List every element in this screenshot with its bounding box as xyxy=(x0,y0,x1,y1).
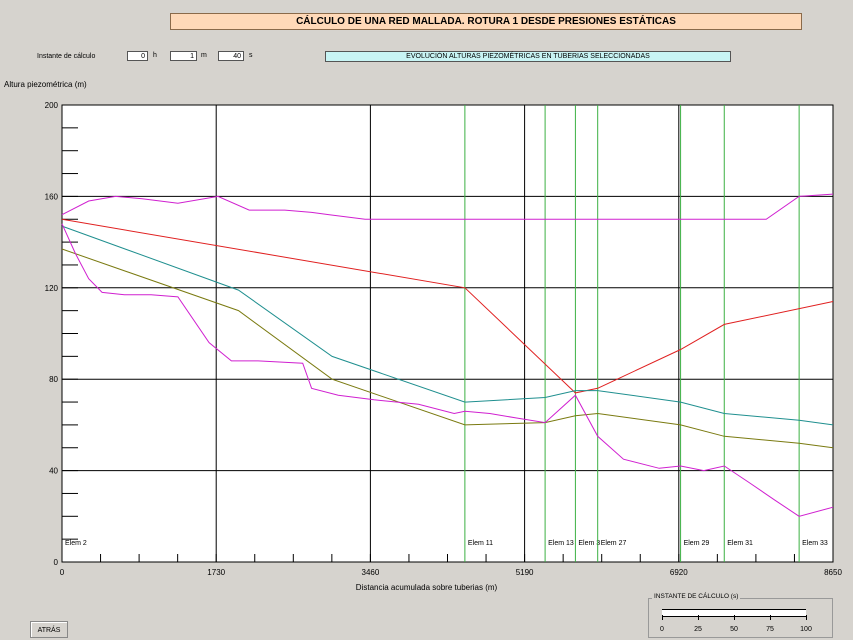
seconds-unit: s xyxy=(249,52,253,59)
series-line-4 xyxy=(61,193,834,220)
slider-tick-label: 0 xyxy=(660,626,664,633)
series-line-1 xyxy=(61,218,834,394)
minutes-input[interactable]: 1 xyxy=(170,51,197,61)
window-title: CÁLCULO DE UNA RED MALLADA. ROTURA 1 DES… xyxy=(170,13,802,30)
hours-input[interactable]: 0 xyxy=(127,51,148,61)
hours-unit: h xyxy=(153,52,157,59)
time-label: Instante de cálculo xyxy=(37,53,96,60)
slider-tick xyxy=(698,615,699,620)
element-marker-label: Elem 31 xyxy=(727,540,753,547)
piezometric-chart: 0 40 80 120 160 200 0 1730 3460 5190 6920 8650 Elem … xyxy=(45,101,843,577)
x-axis-label: Distancia acumulada sobre tuberias (m) xyxy=(355,583,498,592)
series-line-5 xyxy=(61,223,834,517)
series-line-3 xyxy=(61,248,834,449)
minutes-unit: m xyxy=(201,52,207,59)
element-marker-label: Elem 3 xyxy=(578,540,600,547)
y-tick-label: 40 xyxy=(49,467,58,476)
slider-tick xyxy=(662,615,663,620)
slider-tick-label: 75 xyxy=(766,626,774,633)
slider-tick-label: 100 xyxy=(800,626,812,633)
series-line-2 xyxy=(61,225,834,426)
x-tick-label: 8650 xyxy=(824,568,842,577)
x-tick-label: 5190 xyxy=(516,568,534,577)
element-marker-label: Elem 2 xyxy=(65,540,87,547)
seconds-input[interactable]: 40 xyxy=(218,51,244,61)
y-tick-label: 120 xyxy=(45,284,59,293)
time-slider-panel xyxy=(648,598,833,638)
slider-tick-label: 50 xyxy=(730,626,738,633)
y-tick-label: 80 xyxy=(49,375,58,384)
y-axis-label: Altura piezométrica (m) xyxy=(4,80,87,89)
element-marker-label: Elem 11 xyxy=(468,540,493,547)
slider-tick xyxy=(806,615,807,620)
slider-tick xyxy=(770,615,771,620)
x-tick-label: 1730 xyxy=(207,568,225,577)
x-tick-label: 6920 xyxy=(670,568,688,577)
plot-area xyxy=(61,104,834,563)
element-marker-label: Elem 29 xyxy=(684,540,710,547)
element-marker-label: Elem 27 xyxy=(601,540,627,547)
element-marker-label: Elem 33 xyxy=(802,540,828,547)
y-tick-label: 0 xyxy=(54,558,59,567)
slider-tick-label: 25 xyxy=(694,626,702,633)
y-tick-label: 200 xyxy=(45,101,59,110)
y-tick-label: 160 xyxy=(45,192,59,201)
x-tick-label: 0 xyxy=(60,568,65,577)
time-slider-title: INSTANTE DE CÁLCULO (s) xyxy=(652,593,741,600)
x-tick-label: 3460 xyxy=(362,568,380,577)
slider-tick xyxy=(734,615,735,620)
back-button[interactable]: ATRÁS xyxy=(30,621,68,638)
evolution-label[interactable]: EVOLUCIÓN ALTURAS PIEZOMÉTRICAS EN TUBER… xyxy=(325,51,731,62)
element-marker-label: Elem 13 xyxy=(548,540,574,547)
